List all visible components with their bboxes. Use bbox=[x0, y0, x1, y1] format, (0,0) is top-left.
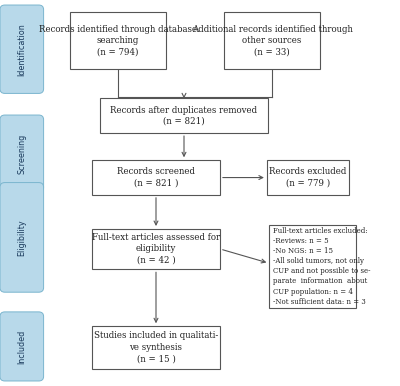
FancyBboxPatch shape bbox=[267, 160, 349, 195]
FancyBboxPatch shape bbox=[0, 312, 44, 381]
Text: Eligibility: Eligibility bbox=[17, 219, 26, 256]
Text: Included: Included bbox=[17, 329, 26, 364]
Text: Records identified through database
searching
(n = 794): Records identified through database sear… bbox=[39, 25, 197, 56]
FancyBboxPatch shape bbox=[70, 12, 166, 69]
FancyBboxPatch shape bbox=[92, 229, 220, 269]
Text: Studies included in qualitati-
ve synthesis
(n = 15 ): Studies included in qualitati- ve synthe… bbox=[94, 332, 218, 363]
FancyBboxPatch shape bbox=[0, 5, 44, 93]
Text: Full-text articles assessed for
eligibility
(n = 42 ): Full-text articles assessed for eligibil… bbox=[92, 233, 220, 265]
Text: Full-text articles excluded:
-Reviews: n = 5
-No NGS: n = 15
-All solid tumors, : Full-text articles excluded: -Reviews: n… bbox=[273, 227, 371, 306]
FancyBboxPatch shape bbox=[269, 225, 356, 308]
FancyBboxPatch shape bbox=[224, 12, 320, 69]
FancyBboxPatch shape bbox=[92, 160, 220, 195]
Text: Records excluded
(n = 779 ): Records excluded (n = 779 ) bbox=[269, 168, 347, 188]
Text: Identification: Identification bbox=[17, 23, 26, 76]
FancyBboxPatch shape bbox=[0, 115, 44, 192]
FancyBboxPatch shape bbox=[92, 326, 220, 369]
FancyBboxPatch shape bbox=[0, 183, 44, 292]
Text: Records screened
(n = 821 ): Records screened (n = 821 ) bbox=[117, 168, 195, 188]
Text: Additional records identified through
other sources
(n = 33): Additional records identified through ot… bbox=[192, 25, 352, 56]
Text: Records after duplicates removed
(n = 821): Records after duplicates removed (n = 82… bbox=[110, 106, 258, 126]
FancyBboxPatch shape bbox=[100, 98, 268, 133]
Text: Screening: Screening bbox=[17, 133, 26, 174]
